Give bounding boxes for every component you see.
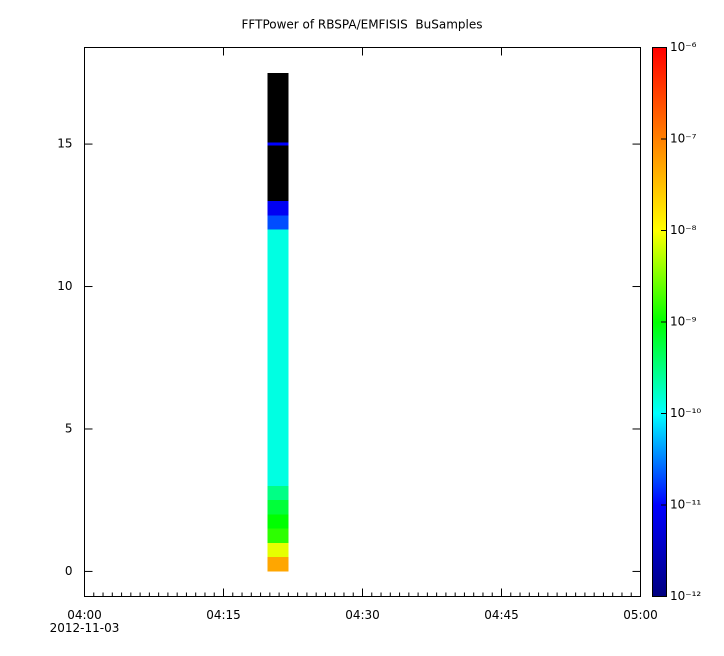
spectrogram-cell [267,557,289,572]
y-tick-label: 15 [57,137,72,151]
colorbar-tick-label: 10⁻¹¹ [670,498,701,512]
spectrogram-cell [267,272,289,287]
y-tick-label: 0 [65,564,73,578]
colorbar-tick-label: 10⁻¹⁰ [670,406,701,420]
spectrogram-cell [267,300,289,316]
colorbar-tick-label: 10⁻⁸ [670,223,697,237]
spectrogram-cell [267,500,289,515]
spectrogram-cell [267,172,289,187]
spectrogram-cell [267,471,289,486]
x-tick-label: 04:00 [67,608,102,622]
plot-frame [84,47,641,597]
spectrogram-cell [267,142,289,146]
spectrogram-cell [267,229,289,244]
spectrogram-cell [267,286,289,301]
spectrogram-cell [267,158,289,173]
spectrogram-cell [267,329,289,344]
colorbar-tick-label: 10⁻⁹ [670,315,697,329]
spectrogram-cell [267,514,289,529]
spectrogram-cell [267,258,289,273]
spectrogram-cell [267,400,289,415]
spectrogram-cell [267,101,289,116]
colorbar-tick-label: 10⁻¹² [670,589,701,603]
colorbar-tick-label: 10⁻⁷ [670,132,697,146]
spectrogram-cell [267,357,289,372]
spectrogram-cell [267,72,289,88]
y-tick-label: 5 [65,421,73,435]
spectrogram-cell [267,485,289,501]
spectrogram-cell [267,129,289,143]
spectrogram-cell [267,215,289,230]
spectrogram-cell [267,371,289,387]
x-tick-label: 04:30 [345,608,380,622]
x-tick-label: 04:45 [484,608,519,622]
spectrogram-cell [267,315,289,330]
x-date-label: 2012-11-03 [50,621,120,635]
spectrogram-cell [267,186,289,202]
spectrogram-cell [267,243,289,259]
spectrogram-cell [267,542,289,558]
x-tick-label: 05:00 [623,608,658,622]
spectrogram-cell [267,145,289,159]
spectrogram-cell [267,443,289,458]
chart-title: FFTPower of RBSPA/EMFISIS BuSamples [242,18,483,32]
spectrogram-cell [267,115,289,130]
x-tick-label: 04:15 [206,608,241,622]
colorbar-tick-label: 10⁻⁶ [670,40,697,54]
spectrogram-cell [267,414,289,429]
spectrogram-cell [267,386,289,401]
spectrogram-cell [267,457,289,472]
spectrogram-cell [267,87,289,102]
spectrogram-cell [267,528,289,543]
spectrogram-cell [267,428,289,444]
spectrogram-cell [267,343,289,358]
spectrogram-cell [267,201,289,216]
y-tick-label: 10 [57,279,72,293]
